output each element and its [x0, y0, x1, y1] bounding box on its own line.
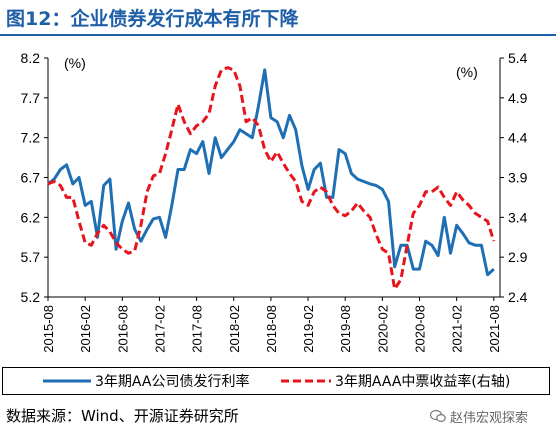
x-tick-label: 2018-08: [264, 305, 279, 353]
line-chart: 5.2 5.7 6.2 6.7 7.2 7.7 8.2 2.4 2.9 3.4 3.9 4.4 4.9 5…: [21, 50, 528, 353]
x-tick-label: 2015-08: [41, 305, 56, 353]
legend-label-aaa-note: 3年期AAA中票收益率(右轴): [335, 374, 511, 390]
x-tick-label: 2017-02: [152, 305, 167, 353]
x-tick-label: 2020-02: [375, 305, 390, 353]
y-right-tick-label: 2.9: [508, 249, 528, 265]
y-right-tick-label: 5.4: [508, 50, 528, 66]
y-right-unit-label: (%): [456, 64, 478, 80]
y-left-tick-label: 5.2: [21, 289, 41, 305]
data-source-note: 数据来源：Wind、开源证券研究所: [6, 407, 239, 425]
y-left-tick-label: 7.2: [21, 130, 41, 146]
wechat-icon: [430, 409, 446, 423]
x-tick-label: 2016-08: [115, 305, 130, 353]
legend-label-aa-bond: 3年期AA公司债发行利率: [95, 374, 250, 390]
y-left-tick-label: 6.7: [21, 170, 41, 186]
x-tick-label: 2016-02: [78, 305, 93, 353]
y-left-tick-label: 5.7: [21, 249, 41, 265]
legend-swatch-dashed: [281, 379, 331, 383]
y-right-tick-label: 3.9: [508, 170, 528, 186]
x-tick-label: 2021-02: [450, 305, 465, 353]
watermark-text: 赵伟宏观探索: [450, 410, 529, 426]
x-tick-label: 2019-02: [301, 305, 316, 353]
legend-item-aaa-note: 3年期AAA中票收益率(右轴): [281, 368, 510, 394]
y-left-tick-label: 6.2: [21, 209, 41, 225]
x-tick-label: 2020-08: [413, 305, 428, 353]
y-right-tick-label: 4.9: [508, 90, 528, 106]
y-right-tick-label: 3.4: [508, 209, 528, 225]
figure-title: 图12：企业债券发行成本有所下降: [6, 8, 299, 30]
x-tick-label: 2021-08: [487, 305, 502, 353]
legend-item-aa-bond: 3年期AA公司债发行利率: [43, 368, 249, 394]
x-tick-label: 2018-02: [227, 305, 242, 353]
x-tick-label: 2019-08: [338, 305, 353, 353]
series-line-aa-bond-rate: [47, 68, 495, 277]
y-right-tick-label: 2.4: [508, 289, 528, 305]
watermark: 赵伟宏观探索: [430, 402, 528, 430]
title-underline: [0, 34, 556, 36]
legend-swatch-solid: [43, 379, 91, 383]
y-left-tick-label: 7.7: [21, 90, 41, 106]
legend: 3年期AA公司债发行利率 3年期AAA中票收益率(右轴): [2, 367, 550, 395]
y-left-tick-label: 8.2: [21, 50, 41, 66]
y-left-unit-label: (%): [64, 55, 86, 71]
series-line-aaa-note-yield: [47, 66, 496, 291]
y-right-tick-label: 4.4: [508, 130, 528, 146]
x-tick-label: 2017-08: [190, 305, 205, 353]
